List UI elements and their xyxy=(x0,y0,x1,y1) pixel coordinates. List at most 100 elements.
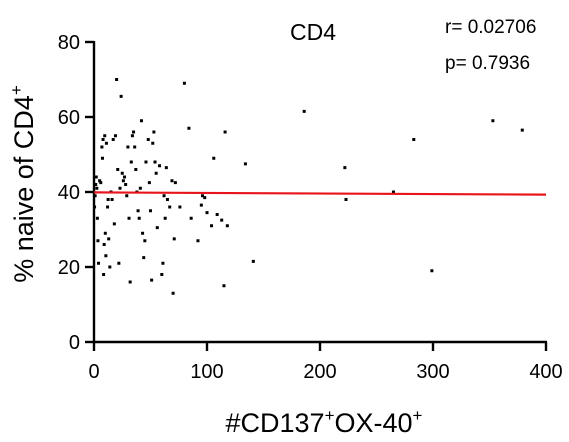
data-point xyxy=(111,138,115,141)
x-tick-label: 200 xyxy=(303,361,336,383)
data-point xyxy=(96,239,100,243)
chart-title: CD4 xyxy=(290,19,336,45)
data-point xyxy=(520,128,524,132)
data-point xyxy=(164,166,168,170)
data-point xyxy=(153,160,157,164)
data-point xyxy=(130,134,134,138)
data-point xyxy=(139,119,143,123)
data-point xyxy=(155,226,159,230)
data-point xyxy=(220,218,224,222)
data-point xyxy=(199,203,203,207)
y-tick-label: 40 xyxy=(58,182,80,204)
data-point xyxy=(205,211,209,215)
data-point xyxy=(143,239,147,243)
data-point xyxy=(103,231,107,235)
regression-line xyxy=(93,191,547,196)
data-point xyxy=(147,181,151,185)
data-point xyxy=(94,175,98,179)
data-point xyxy=(94,183,98,186)
data-point xyxy=(182,81,186,85)
data-point xyxy=(168,205,172,209)
data-point xyxy=(118,186,122,190)
data-points xyxy=(93,78,524,295)
data-point xyxy=(113,134,117,138)
data-point xyxy=(152,130,156,134)
data-point xyxy=(100,156,104,160)
data-point xyxy=(138,186,142,190)
data-point xyxy=(110,198,114,201)
data-point xyxy=(98,179,102,183)
x-tick-label: 400 xyxy=(529,361,562,383)
data-point xyxy=(99,181,103,185)
data-point xyxy=(102,273,106,276)
data-point xyxy=(106,205,110,209)
data-point xyxy=(123,175,127,179)
data-point xyxy=(150,278,154,282)
y-tick-label: 20 xyxy=(58,257,80,279)
data-point xyxy=(132,130,136,134)
y-tick-label: 60 xyxy=(58,107,80,129)
data-point xyxy=(95,186,99,190)
data-point xyxy=(151,141,155,145)
data-point xyxy=(160,273,164,276)
data-point xyxy=(112,222,116,226)
data-point xyxy=(134,168,138,171)
data-point xyxy=(146,138,150,141)
data-point xyxy=(95,216,99,220)
data-point xyxy=(196,239,200,243)
data-point xyxy=(142,256,146,260)
data-point xyxy=(141,231,145,235)
data-point xyxy=(137,216,141,220)
data-point xyxy=(158,164,162,168)
data-point xyxy=(222,284,226,288)
data-point xyxy=(223,130,227,134)
data-point xyxy=(128,280,132,284)
data-point xyxy=(178,205,182,209)
data-point xyxy=(119,94,123,98)
data-point xyxy=(302,109,306,113)
x-tick-label: 100 xyxy=(190,361,223,383)
data-point xyxy=(171,291,175,295)
r-value: r= 0.02706 xyxy=(445,17,536,38)
p-value: p= 0.7936 xyxy=(445,53,530,74)
data-point xyxy=(251,259,255,263)
data-point xyxy=(93,205,97,209)
x-axis-title-sup: + xyxy=(325,406,335,425)
data-point xyxy=(173,181,177,185)
x-tick-label: 0 xyxy=(88,361,99,383)
data-point xyxy=(127,216,131,220)
data-point xyxy=(106,198,110,201)
data-point xyxy=(161,261,165,265)
data-point xyxy=(412,138,416,141)
y-axis-title-sup: + xyxy=(7,85,26,95)
data-point xyxy=(149,209,152,213)
data-point xyxy=(172,237,176,241)
data-point xyxy=(126,145,130,149)
data-point xyxy=(344,198,348,201)
data-point xyxy=(343,166,347,170)
data-point xyxy=(212,156,216,160)
data-point xyxy=(104,254,108,258)
data-point xyxy=(165,198,169,201)
data-point xyxy=(163,216,167,220)
data-point xyxy=(103,134,107,138)
data-point xyxy=(203,196,207,200)
data-point xyxy=(215,213,219,216)
data-point xyxy=(430,269,434,273)
data-point xyxy=(101,138,105,141)
y-tick-label: 80 xyxy=(58,32,80,54)
data-point xyxy=(136,209,140,213)
data-point xyxy=(116,168,120,171)
data-point xyxy=(100,145,104,149)
x-axis-title: #CD137+OX-40+ xyxy=(226,406,423,438)
data-point xyxy=(93,194,97,198)
x-axis-title-sup: + xyxy=(413,406,423,425)
x-tick-label: 300 xyxy=(416,361,449,383)
data-point xyxy=(170,179,174,183)
data-point xyxy=(121,179,125,183)
data-point xyxy=(129,160,133,164)
data-point xyxy=(115,78,119,81)
data-point xyxy=(108,265,112,269)
data-point xyxy=(391,190,395,194)
